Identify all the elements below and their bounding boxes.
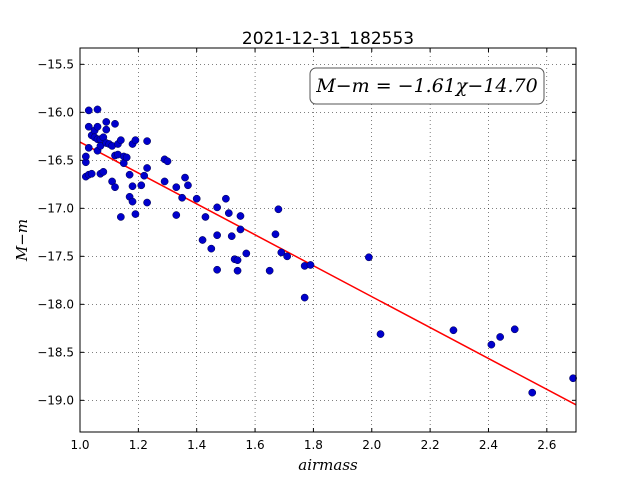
x-tick-label: 1.0 bbox=[70, 438, 89, 452]
data-point bbox=[131, 210, 140, 218]
data-point bbox=[93, 105, 102, 114]
data-point bbox=[128, 182, 137, 191]
data-point bbox=[143, 164, 151, 172]
x-tick-label: 2.6 bbox=[537, 438, 556, 452]
annotation-box: M−m = −1.61χ−14.70 bbox=[309, 67, 545, 105]
data-point bbox=[265, 266, 274, 275]
grid-lines bbox=[79, 48, 576, 432]
y-tick-label: −16.5 bbox=[37, 153, 74, 167]
data-point bbox=[125, 170, 134, 179]
data-point bbox=[116, 136, 125, 145]
y-tick-label: −19.0 bbox=[37, 393, 74, 407]
data-point bbox=[510, 325, 519, 334]
y-tick-label: −17.5 bbox=[37, 249, 74, 263]
data-point bbox=[178, 193, 186, 202]
y-tick-label: −15.5 bbox=[37, 57, 74, 71]
fit-annotation: M−m = −1.61χ−14.70 bbox=[315, 75, 537, 97]
data-point bbox=[172, 183, 181, 192]
data-point bbox=[163, 157, 172, 166]
fit-line-group bbox=[79, 141, 577, 406]
data-point bbox=[222, 194, 230, 203]
chart-title: 2021-12-31_182553 bbox=[242, 29, 414, 49]
data-point bbox=[81, 152, 90, 161]
data-point bbox=[528, 388, 537, 397]
data-point bbox=[93, 122, 102, 131]
data-point bbox=[242, 249, 251, 258]
data-point bbox=[87, 169, 96, 178]
y-tick-label: −18.5 bbox=[37, 345, 74, 359]
data-point bbox=[277, 248, 286, 257]
data-point bbox=[99, 167, 108, 176]
annotation-frame bbox=[309, 67, 545, 105]
axis-ticks: 1.0 1.2 1.4 1.6 1.8 2.0 2.2 2.4 2.6 −15.5 −16.0 −16… bbox=[37, 48, 576, 452]
data-point bbox=[236, 225, 245, 234]
y-axis-label: M−m bbox=[13, 219, 31, 262]
data-points bbox=[81, 105, 577, 397]
data-point bbox=[569, 374, 577, 383]
data-point bbox=[274, 205, 283, 214]
data-point bbox=[283, 252, 292, 261]
x-tick-label: 1.2 bbox=[129, 438, 148, 452]
data-point bbox=[111, 183, 119, 192]
y-tick-label: −18.0 bbox=[37, 297, 74, 311]
data-point bbox=[181, 173, 189, 182]
x-tick-label: 2.4 bbox=[479, 438, 498, 452]
x-tick-label: 2.2 bbox=[421, 438, 440, 452]
data-point bbox=[300, 293, 309, 302]
y-tick-label: −16.0 bbox=[37, 105, 74, 119]
data-point bbox=[84, 106, 93, 115]
data-point bbox=[213, 203, 221, 212]
data-point bbox=[102, 125, 111, 134]
data-point bbox=[227, 232, 236, 241]
fit-line bbox=[79, 141, 577, 406]
data-point bbox=[224, 209, 233, 217]
data-point bbox=[116, 213, 125, 221]
data-point bbox=[172, 211, 181, 219]
x-tick-label: 1.4 bbox=[187, 438, 206, 452]
data-point bbox=[122, 153, 131, 162]
data-point bbox=[128, 197, 137, 206]
x-axis-label: airmass bbox=[298, 456, 358, 474]
data-point bbox=[140, 171, 149, 180]
data-point bbox=[449, 326, 458, 335]
data-point bbox=[364, 253, 373, 262]
data-point bbox=[201, 213, 210, 221]
data-point bbox=[143, 198, 151, 207]
data-point bbox=[160, 177, 169, 186]
data-point bbox=[376, 330, 385, 338]
data-point bbox=[84, 143, 93, 152]
data-point bbox=[213, 265, 221, 274]
x-tick-label: 1.6 bbox=[246, 438, 265, 452]
data-point bbox=[192, 194, 201, 203]
data-point bbox=[131, 136, 140, 145]
data-point bbox=[184, 181, 192, 190]
data-point bbox=[198, 236, 207, 244]
data-point bbox=[236, 212, 245, 220]
data-point bbox=[111, 119, 119, 128]
y-tick-label: −17.0 bbox=[37, 201, 74, 215]
data-point bbox=[137, 181, 146, 190]
data-point bbox=[207, 244, 216, 253]
data-point bbox=[487, 340, 496, 349]
plot-frame bbox=[79, 47, 577, 433]
data-point bbox=[233, 266, 242, 275]
data-point bbox=[84, 122, 93, 131]
data-point bbox=[233, 256, 242, 265]
data-point bbox=[143, 137, 151, 145]
data-point bbox=[496, 333, 504, 341]
data-point bbox=[306, 261, 315, 269]
data-point bbox=[213, 231, 221, 240]
data-point bbox=[102, 118, 111, 126]
data-point bbox=[271, 230, 280, 239]
x-tick-label: 1.8 bbox=[304, 438, 323, 452]
x-tick-label: 2.0 bbox=[362, 438, 381, 452]
